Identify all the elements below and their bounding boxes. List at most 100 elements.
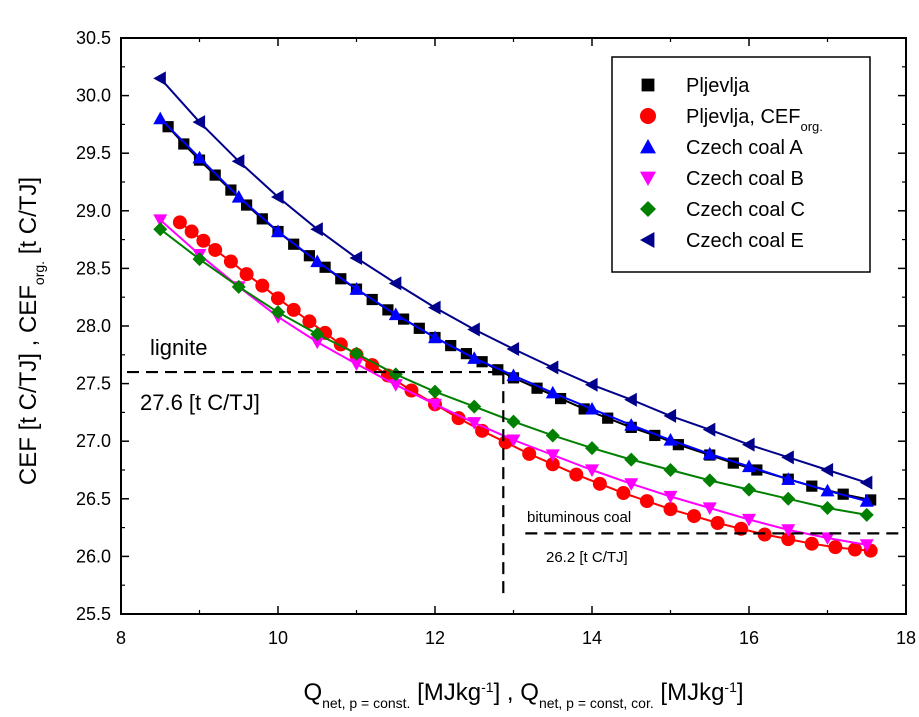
data-point bbox=[428, 384, 442, 399]
y-tick-label: 30.5 bbox=[76, 28, 111, 48]
legend-label: Pljevlja, CEForg. bbox=[686, 106, 823, 134]
data-point bbox=[349, 282, 364, 295]
annotation-bituminous-value: 26.2 [t C/TJ] bbox=[546, 549, 628, 566]
data-point bbox=[231, 279, 246, 294]
data-point bbox=[239, 267, 254, 282]
data-point bbox=[734, 521, 749, 536]
data-point bbox=[271, 224, 285, 238]
data-point bbox=[710, 515, 725, 530]
data-point bbox=[271, 305, 285, 320]
data-point bbox=[506, 414, 521, 429]
data-point bbox=[781, 532, 796, 547]
y-tick-label: 29.5 bbox=[76, 143, 111, 163]
data-point bbox=[255, 278, 270, 293]
data-point bbox=[781, 524, 796, 537]
data-point bbox=[428, 300, 441, 315]
data-point bbox=[506, 342, 520, 357]
data-point bbox=[781, 472, 796, 485]
series-6 bbox=[153, 71, 873, 490]
data-point bbox=[153, 71, 166, 86]
data-point bbox=[702, 502, 717, 516]
data-point bbox=[467, 322, 480, 337]
x-tick-label: 8 bbox=[116, 628, 126, 648]
data-point bbox=[585, 377, 598, 392]
data-point bbox=[578, 403, 590, 415]
legend-marker bbox=[640, 108, 656, 124]
data-point bbox=[781, 450, 794, 465]
data-point bbox=[310, 254, 325, 268]
data-point bbox=[506, 434, 521, 448]
data-point bbox=[153, 111, 168, 125]
data-point bbox=[349, 251, 363, 266]
y-tick-label: 28.5 bbox=[76, 258, 111, 278]
data-point bbox=[428, 330, 442, 344]
data-point bbox=[231, 189, 246, 203]
data-point bbox=[820, 532, 835, 545]
data-point bbox=[585, 401, 599, 415]
data-point bbox=[624, 452, 639, 467]
data-point bbox=[231, 154, 245, 169]
data-point bbox=[781, 491, 796, 506]
data-point bbox=[859, 494, 874, 507]
data-point bbox=[223, 254, 238, 269]
data-point bbox=[492, 364, 504, 376]
x-tick-label: 14 bbox=[582, 628, 602, 648]
reference-lines bbox=[127, 370, 902, 600]
data-point bbox=[388, 367, 403, 382]
data-point bbox=[349, 358, 364, 372]
data-point bbox=[820, 501, 835, 516]
y-tick-label: 25.5 bbox=[76, 604, 111, 624]
data-point bbox=[506, 368, 521, 382]
data-point bbox=[388, 276, 402, 291]
data-point bbox=[467, 351, 482, 364]
legend-label: Czech coal E bbox=[686, 230, 804, 252]
legend-label: Pljevlja bbox=[686, 75, 750, 97]
data-point bbox=[602, 412, 614, 424]
data-point bbox=[804, 536, 819, 551]
data-point bbox=[208, 242, 223, 257]
legend-label: Czech coal C bbox=[686, 199, 805, 221]
data-point bbox=[531, 382, 543, 394]
x-tick-label: 16 bbox=[739, 628, 759, 648]
data-point bbox=[286, 302, 301, 317]
data-point bbox=[172, 215, 187, 230]
legend-marker bbox=[640, 232, 655, 248]
y-tick-label: 29.0 bbox=[76, 201, 111, 221]
series-5 bbox=[153, 222, 874, 522]
y-tick-label: 30.0 bbox=[76, 86, 111, 106]
annotation-lignite: lignite bbox=[150, 335, 207, 360]
axes bbox=[120, 37, 907, 615]
data-point bbox=[209, 169, 221, 181]
data-point bbox=[310, 222, 323, 237]
data-point bbox=[522, 446, 537, 461]
data-point bbox=[310, 327, 325, 342]
data-point bbox=[388, 307, 403, 321]
data-point bbox=[742, 459, 756, 473]
data-point bbox=[616, 486, 631, 501]
legend-box bbox=[611, 56, 871, 273]
data-point bbox=[555, 392, 567, 405]
data-point bbox=[192, 115, 206, 130]
annotation-lignite-value: 27.6 [t C/TJ] bbox=[140, 390, 260, 415]
data-point bbox=[388, 379, 403, 392]
data-point bbox=[702, 473, 717, 488]
data-point bbox=[649, 429, 661, 442]
legend-marker bbox=[641, 78, 655, 92]
data-point bbox=[859, 475, 873, 490]
data-point bbox=[585, 441, 599, 456]
data-point bbox=[663, 490, 678, 504]
data-point bbox=[153, 222, 168, 237]
legend-marker bbox=[640, 171, 656, 186]
data-point bbox=[820, 463, 834, 477]
data-point bbox=[663, 463, 678, 477]
data-point bbox=[545, 428, 560, 443]
data-point bbox=[702, 446, 717, 460]
data-point bbox=[727, 457, 739, 469]
data-point bbox=[569, 467, 584, 482]
data-point bbox=[178, 138, 190, 150]
data-point bbox=[663, 433, 678, 446]
data-point bbox=[545, 360, 559, 375]
x-tick-label: 12 bbox=[425, 628, 445, 648]
data-point bbox=[702, 422, 716, 437]
data-point bbox=[742, 513, 756, 527]
